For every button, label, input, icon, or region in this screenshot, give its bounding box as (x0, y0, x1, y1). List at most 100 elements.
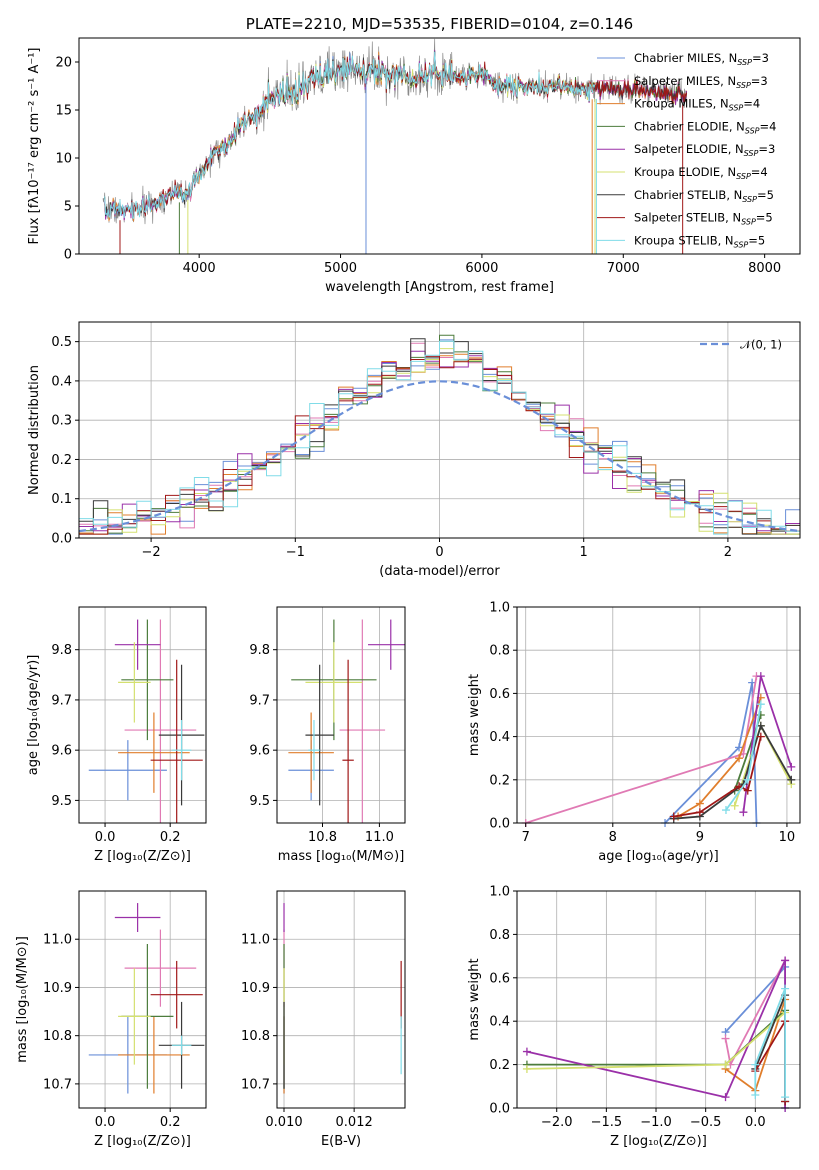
mass-weight-line (664, 682, 758, 823)
mass-weight-marker (730, 801, 739, 810)
mass-weight-marker (721, 806, 730, 815)
mass-weight-marker (735, 754, 744, 763)
mass-weight-line (754, 988, 786, 1098)
x-tick-label: 8000 (748, 261, 781, 276)
x-tick-label: 0.010 (265, 1115, 302, 1130)
mass-weight-vs-Z-axes (517, 890, 800, 1109)
mass-weight-marker (695, 799, 704, 808)
x-tick-label: −2.0 (541, 1115, 573, 1130)
age-vs-Z-axes (79, 607, 206, 823)
axes-frame (78, 37, 801, 255)
y-tick-label: 0.6 (489, 687, 510, 702)
x-tick-label: 4000 (183, 261, 216, 276)
y-tick-label: 9.6 (249, 744, 270, 759)
mass-weight-marker (522, 1047, 531, 1056)
y-tick-label: 1.0 (489, 885, 510, 900)
mass-weight-vs-Z-frame: −2.0 −1.5 −1.0 −0.5 0.0 0.0 0.2 0.4 0.6 0.8 1.0 Z [… (467, 885, 801, 1149)
legend-entry: Salpeter STELIB, NSSP=5 (634, 211, 773, 227)
x-tick-label: 0.0 (745, 1115, 766, 1130)
mass-weight-marker (756, 700, 765, 709)
x-tick-label: 0.2 (160, 830, 181, 845)
y-tick-label: 0.5 (51, 335, 72, 350)
axes-frame (276, 606, 406, 824)
age-vs-mass-points (288, 619, 405, 823)
y-tick-label: 0.0 (489, 1102, 510, 1117)
y-tick-label: 0 (64, 248, 72, 263)
mass-weight-line (673, 723, 793, 820)
x-tick-label: 1 (580, 545, 588, 560)
mass-vs-ebv-axes (277, 891, 405, 1108)
y-tick-label: 9.5 (51, 794, 72, 809)
x-tick-label: −1.0 (640, 1115, 672, 1130)
x-axis-label: (data-model)/error (379, 564, 500, 579)
mass-weight-marker (751, 1060, 760, 1069)
x-tick-label: 0.2 (160, 1115, 181, 1130)
y-tick-label: 0.1 (51, 492, 72, 507)
y-axis-label: age [log₁₀(age/yr)] (26, 655, 41, 776)
mass-weight-marker (721, 1060, 730, 1069)
normal-curve-line (79, 380, 800, 533)
y-tick-label: 0.2 (489, 1058, 510, 1073)
x-tick-label: 0.012 (336, 1115, 373, 1130)
x-tick-label: −2 (142, 545, 161, 560)
y-axis-label: mass [log₁₀(M/M⊙)] (15, 936, 30, 1063)
mass-weight-marker (781, 984, 790, 993)
mass-weight-marker (743, 775, 752, 784)
mass-weight-vs-age-lines (521, 672, 796, 827)
mass-weight-marker (669, 812, 678, 821)
axes-frame (516, 606, 801, 824)
x-tick-label: 6000 (465, 261, 498, 276)
y-tick-label: 0.3 (51, 414, 72, 429)
y-tick-label: 9.5 (249, 794, 270, 809)
legend-entry: Chabrier ELODIE, NSSP=4 (634, 119, 776, 135)
mass-weight-marker (739, 808, 748, 817)
y-tick-label: 11.0 (241, 933, 270, 948)
legend-entry: Salpeter MILES, NSSP=3 (634, 74, 768, 90)
mass-weight-marker (787, 775, 796, 784)
y-tick-label: 10.7 (43, 1077, 72, 1092)
mass-weight-marker (751, 1090, 760, 1099)
y-axis-label: Flux [fλ10⁻¹⁷ erg cm⁻² s⁻¹ A⁻¹] (27, 48, 42, 245)
y-axis-label: mass weight (467, 958, 482, 1040)
y-tick-label: 0.2 (489, 773, 510, 788)
y-tick-label: 1.0 (489, 601, 510, 616)
y-tick-label: 9.8 (249, 643, 270, 658)
y-tick-label: 9.6 (51, 744, 72, 759)
x-tick-label: 10 (779, 830, 796, 845)
x-tick-label: −0.5 (690, 1115, 722, 1130)
x-tick-label: 0.0 (95, 1115, 116, 1130)
x-axis-label: Z [log₁₀(Z/Z⊙)] (94, 849, 191, 864)
x-axis-label: E(B-V) (321, 1134, 361, 1149)
mass-weight-marker (695, 808, 704, 817)
residuals-frame: −2 −1 0 1 2 0.0 0.1 0.2 0.3 0.4 0.5 (data-model)/er… (27, 321, 801, 579)
x-tick-label: 2 (724, 545, 732, 560)
mass-weight-marker (781, 1093, 790, 1102)
mass-weight-marker (756, 721, 765, 730)
legend-entry: Chabrier STELIB, NSSP=5 (634, 188, 774, 204)
mass-weight-marker (756, 732, 765, 741)
age-vs-Z-points (88, 619, 205, 823)
x-tick-label: 0 (435, 545, 443, 560)
mass-weight-marker (743, 786, 752, 795)
mass-weight-marker (721, 1093, 730, 1102)
mass-weight-vs-age-axes (517, 606, 800, 824)
x-axis-label: mass [log₁₀(M/M⊙)] (278, 849, 405, 864)
mass-weight-marker (781, 956, 790, 965)
mass-vs-ebv-points (283, 903, 402, 1094)
mass-weight-marker (735, 743, 744, 752)
y-tick-label: 10.9 (43, 981, 72, 996)
y-tick-label: 9.7 (249, 693, 270, 708)
legend-entry: 𝒩(0, 1) (740, 338, 782, 352)
spectrum-legend: Chabrier MILES, NSSP=3 Salpeter MILES, NS… (597, 51, 776, 249)
x-tick-label: −1 (286, 545, 305, 560)
x-tick-label: 8 (609, 830, 617, 845)
legend-entry: Salpeter ELODIE, NSSP=3 (634, 142, 775, 158)
legend-entry: Chabrier MILES, NSSP=3 (634, 51, 769, 67)
y-tick-label: 0.0 (51, 532, 72, 547)
mass-vs-Z-points (88, 903, 205, 1094)
age-vs-mass-frame: 10.8 11.0 9.5 9.6 9.7 9.8 mass [log₁₀(M/M⊙)] (249, 606, 406, 864)
y-tick-label: 0.4 (489, 1015, 510, 1030)
spectrum-frame: 4000 5000 6000 7000 8000 0 5 10 15 20 wavelength [… (27, 15, 801, 295)
y-axis-label: Normed distribution (27, 365, 42, 495)
